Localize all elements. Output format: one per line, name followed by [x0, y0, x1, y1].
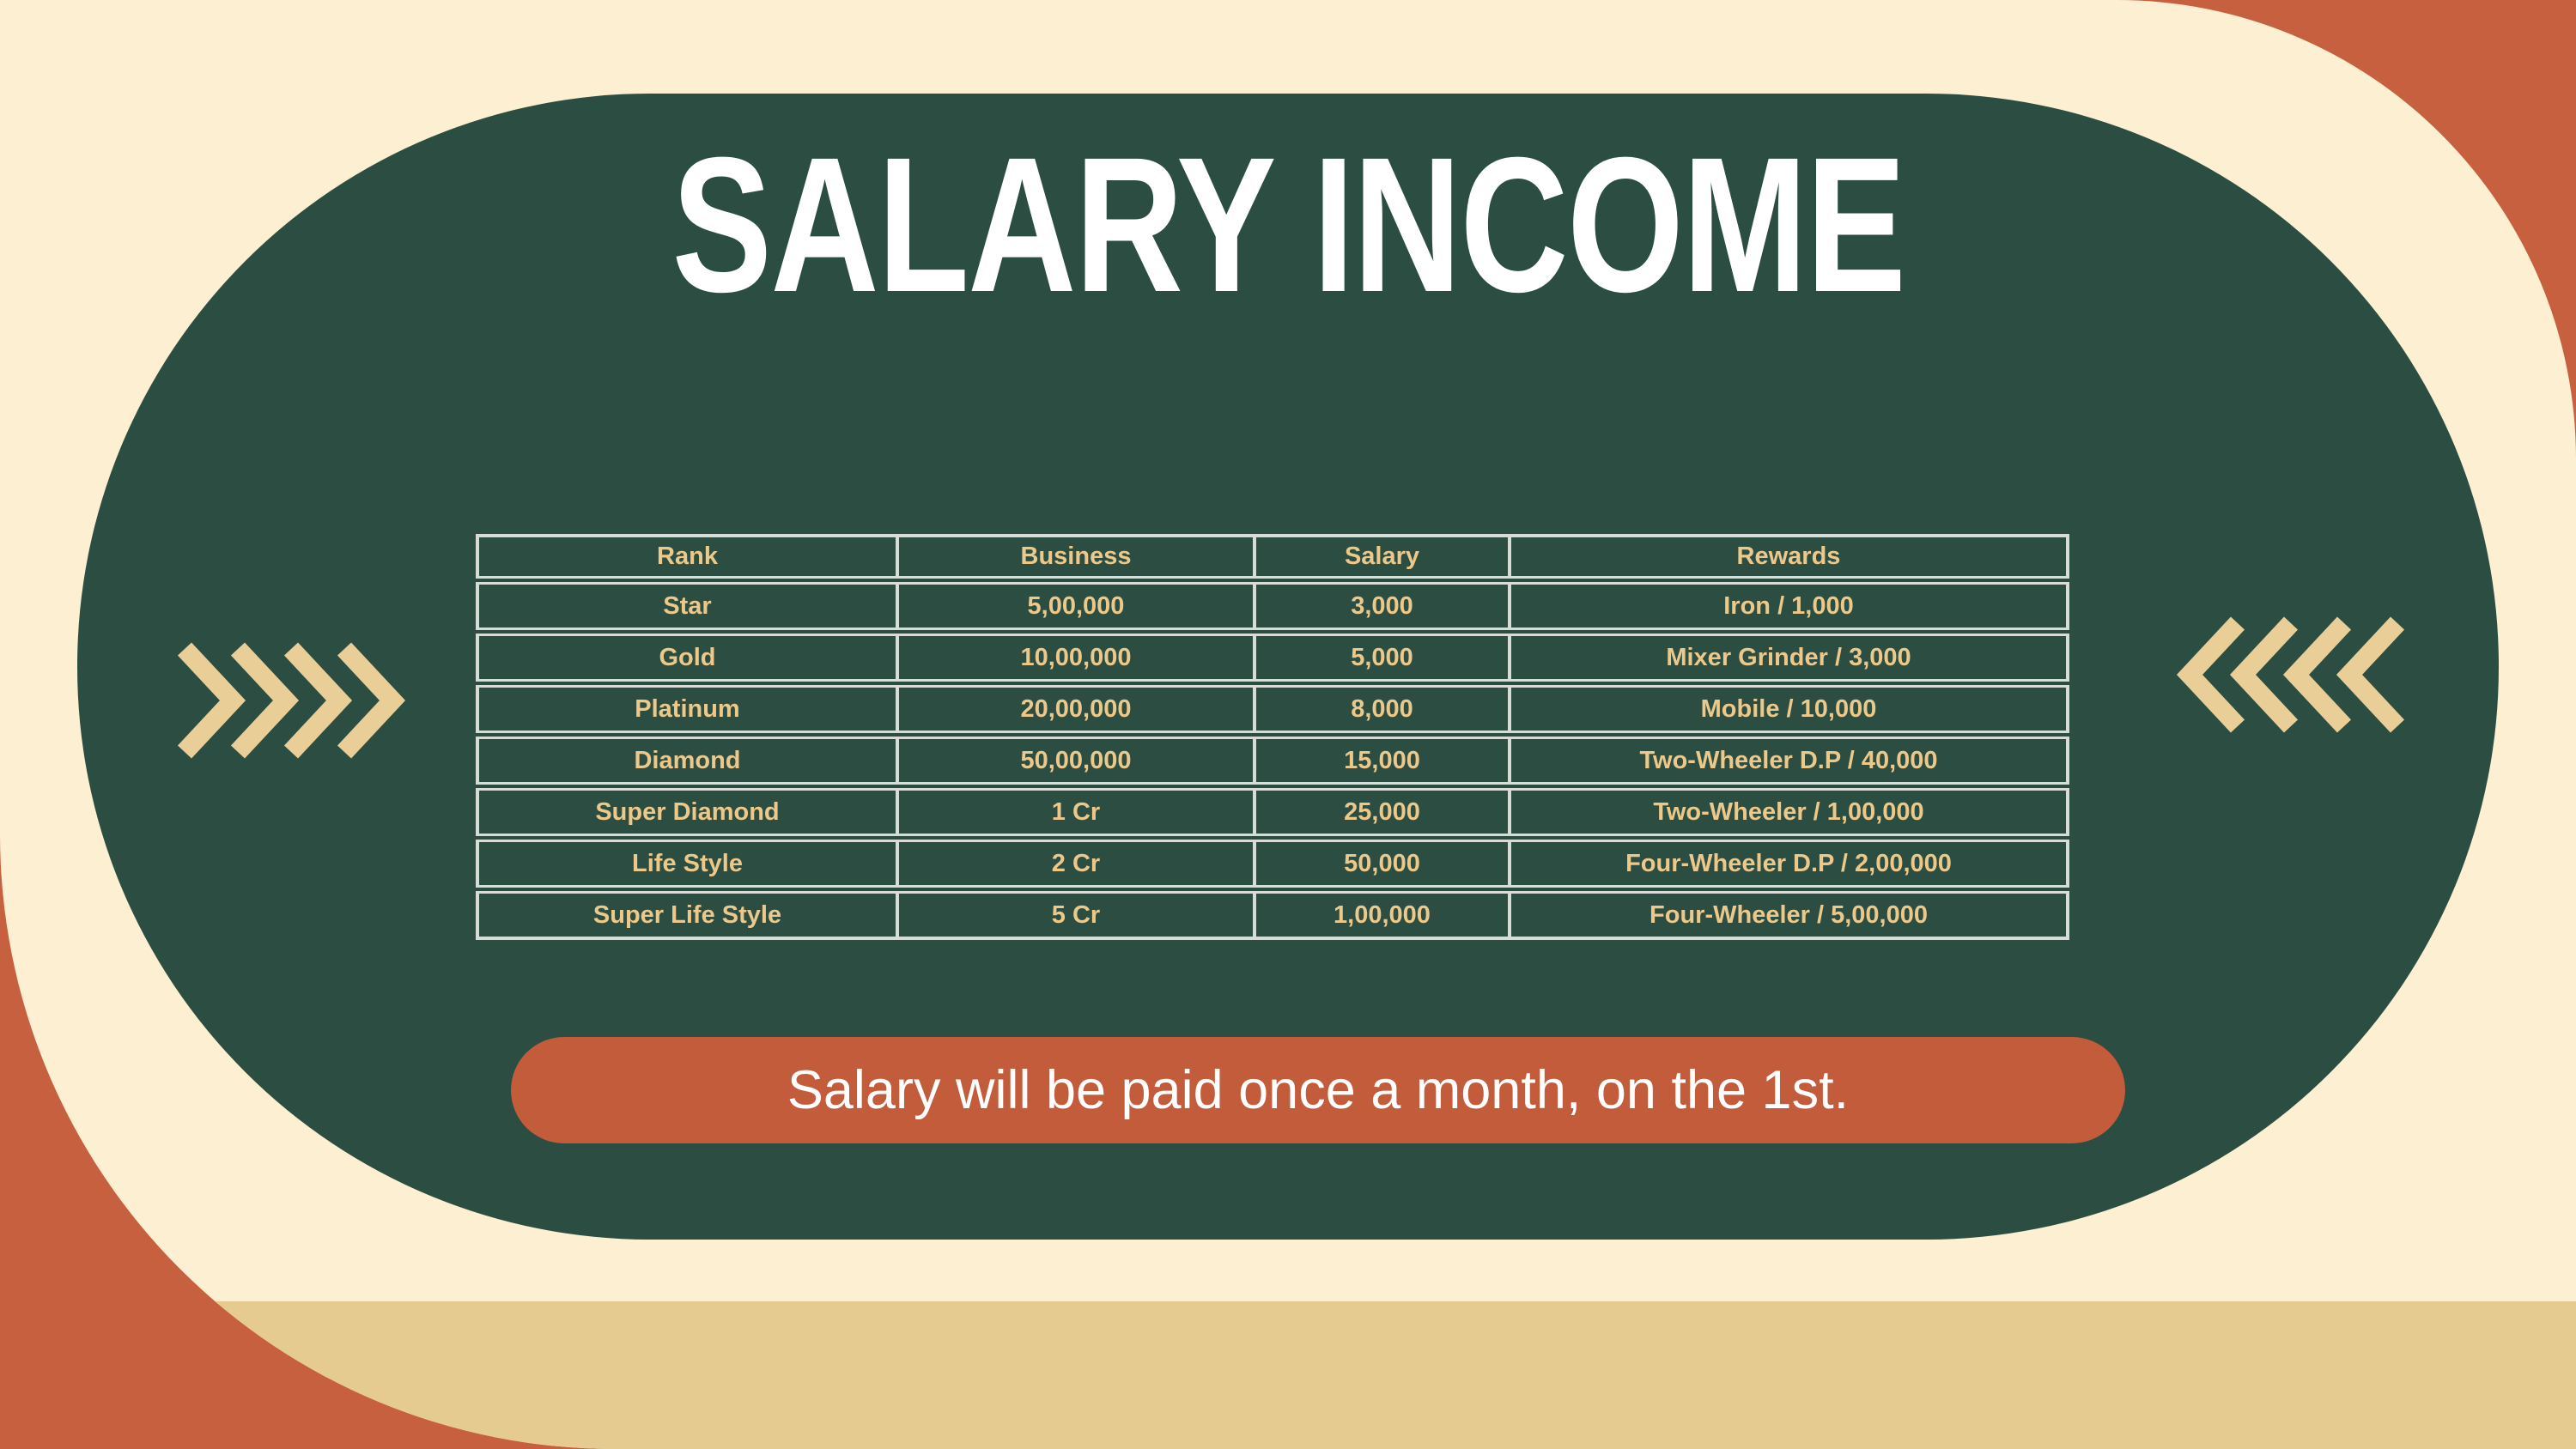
- rewards-cell: Mixer Grinder / 3,000: [1508, 627, 2069, 688]
- business-cell: 5,00,000: [896, 576, 1256, 636]
- column-header-rank: Rank: [476, 534, 899, 585]
- salary-cell: 1,00,000: [1253, 885, 1511, 940]
- business-cell: 10,00,000: [896, 627, 1256, 688]
- table-row: Star 5,00,000 3,000 Iron / 1,000: [476, 576, 2069, 636]
- table-header-row: Rank Business Salary Rewards: [476, 534, 2069, 585]
- table-row: Platinum 20,00,000 8,000 Mobile / 10,000: [476, 679, 2069, 739]
- page-title-text: SALARY INCOME: [671, 118, 1905, 332]
- footer-note-pill: Salary will be paid once a month, on the…: [511, 1037, 2125, 1143]
- business-cell: 50,00,000: [896, 731, 1256, 791]
- salary-cell: 15,000: [1253, 731, 1511, 791]
- rewards-cell: Four-Wheeler D.P / 2,00,000: [1508, 834, 2069, 894]
- rank-cell: Super Life Style: [476, 885, 899, 940]
- column-header-salary: Salary: [1253, 534, 1511, 585]
- rewards-cell: Two-Wheeler D.P / 40,000: [1508, 731, 2069, 791]
- rewards-cell: Two-Wheeler / 1,00,000: [1508, 782, 2069, 842]
- salary-cell: 50,000: [1253, 834, 1511, 894]
- salary-cell: 8,000: [1253, 679, 1511, 739]
- page-title: SALARY INCOME: [0, 129, 2576, 321]
- salary-cell: 3,000: [1253, 576, 1511, 636]
- table-row: Super Diamond 1 Cr 25,000 Two-Wheeler / …: [476, 782, 2069, 842]
- salary-cell: 25,000: [1253, 782, 1511, 842]
- rank-cell: Platinum: [476, 679, 899, 739]
- salary-table: Rank Business Salary Rewards Star 5,00,0…: [476, 534, 2069, 940]
- column-header-business: Business: [896, 534, 1256, 585]
- business-cell: 5 Cr: [896, 885, 1256, 940]
- column-header-rewards: Rewards: [1508, 534, 2069, 585]
- table-row: Gold 10,00,000 5,000 Mixer Grinder / 3,0…: [476, 627, 2069, 688]
- rank-cell: Diamond: [476, 731, 899, 791]
- business-cell: 2 Cr: [896, 834, 1256, 894]
- footer-note: Salary will be paid once a month, on the…: [787, 1060, 1850, 1120]
- salary-cell: 5,000: [1253, 627, 1511, 688]
- rank-cell: Gold: [476, 627, 899, 688]
- table-row: Super Life Style 5 Cr 1,00,000 Four-Whee…: [476, 885, 2069, 940]
- rewards-cell: Mobile / 10,000: [1508, 679, 2069, 739]
- rank-cell: Life Style: [476, 834, 899, 894]
- rewards-cell: Four-Wheeler / 5,00,000: [1508, 885, 2069, 940]
- business-cell: 1 Cr: [896, 782, 1256, 842]
- table-row: Diamond 50,00,000 15,000 Two-Wheeler D.P…: [476, 731, 2069, 791]
- chevrons-right-icon: [177, 642, 406, 759]
- bottom-accent-band: [0, 1301, 2576, 1449]
- business-cell: 20,00,000: [896, 679, 1256, 739]
- rank-cell: Super Diamond: [476, 782, 899, 842]
- table-row: Life Style 2 Cr 50,000 Four-Wheeler D.P …: [476, 834, 2069, 894]
- rank-cell: Star: [476, 576, 899, 636]
- rewards-cell: Iron / 1,000: [1508, 576, 2069, 636]
- chevrons-left-icon: [2176, 616, 2405, 733]
